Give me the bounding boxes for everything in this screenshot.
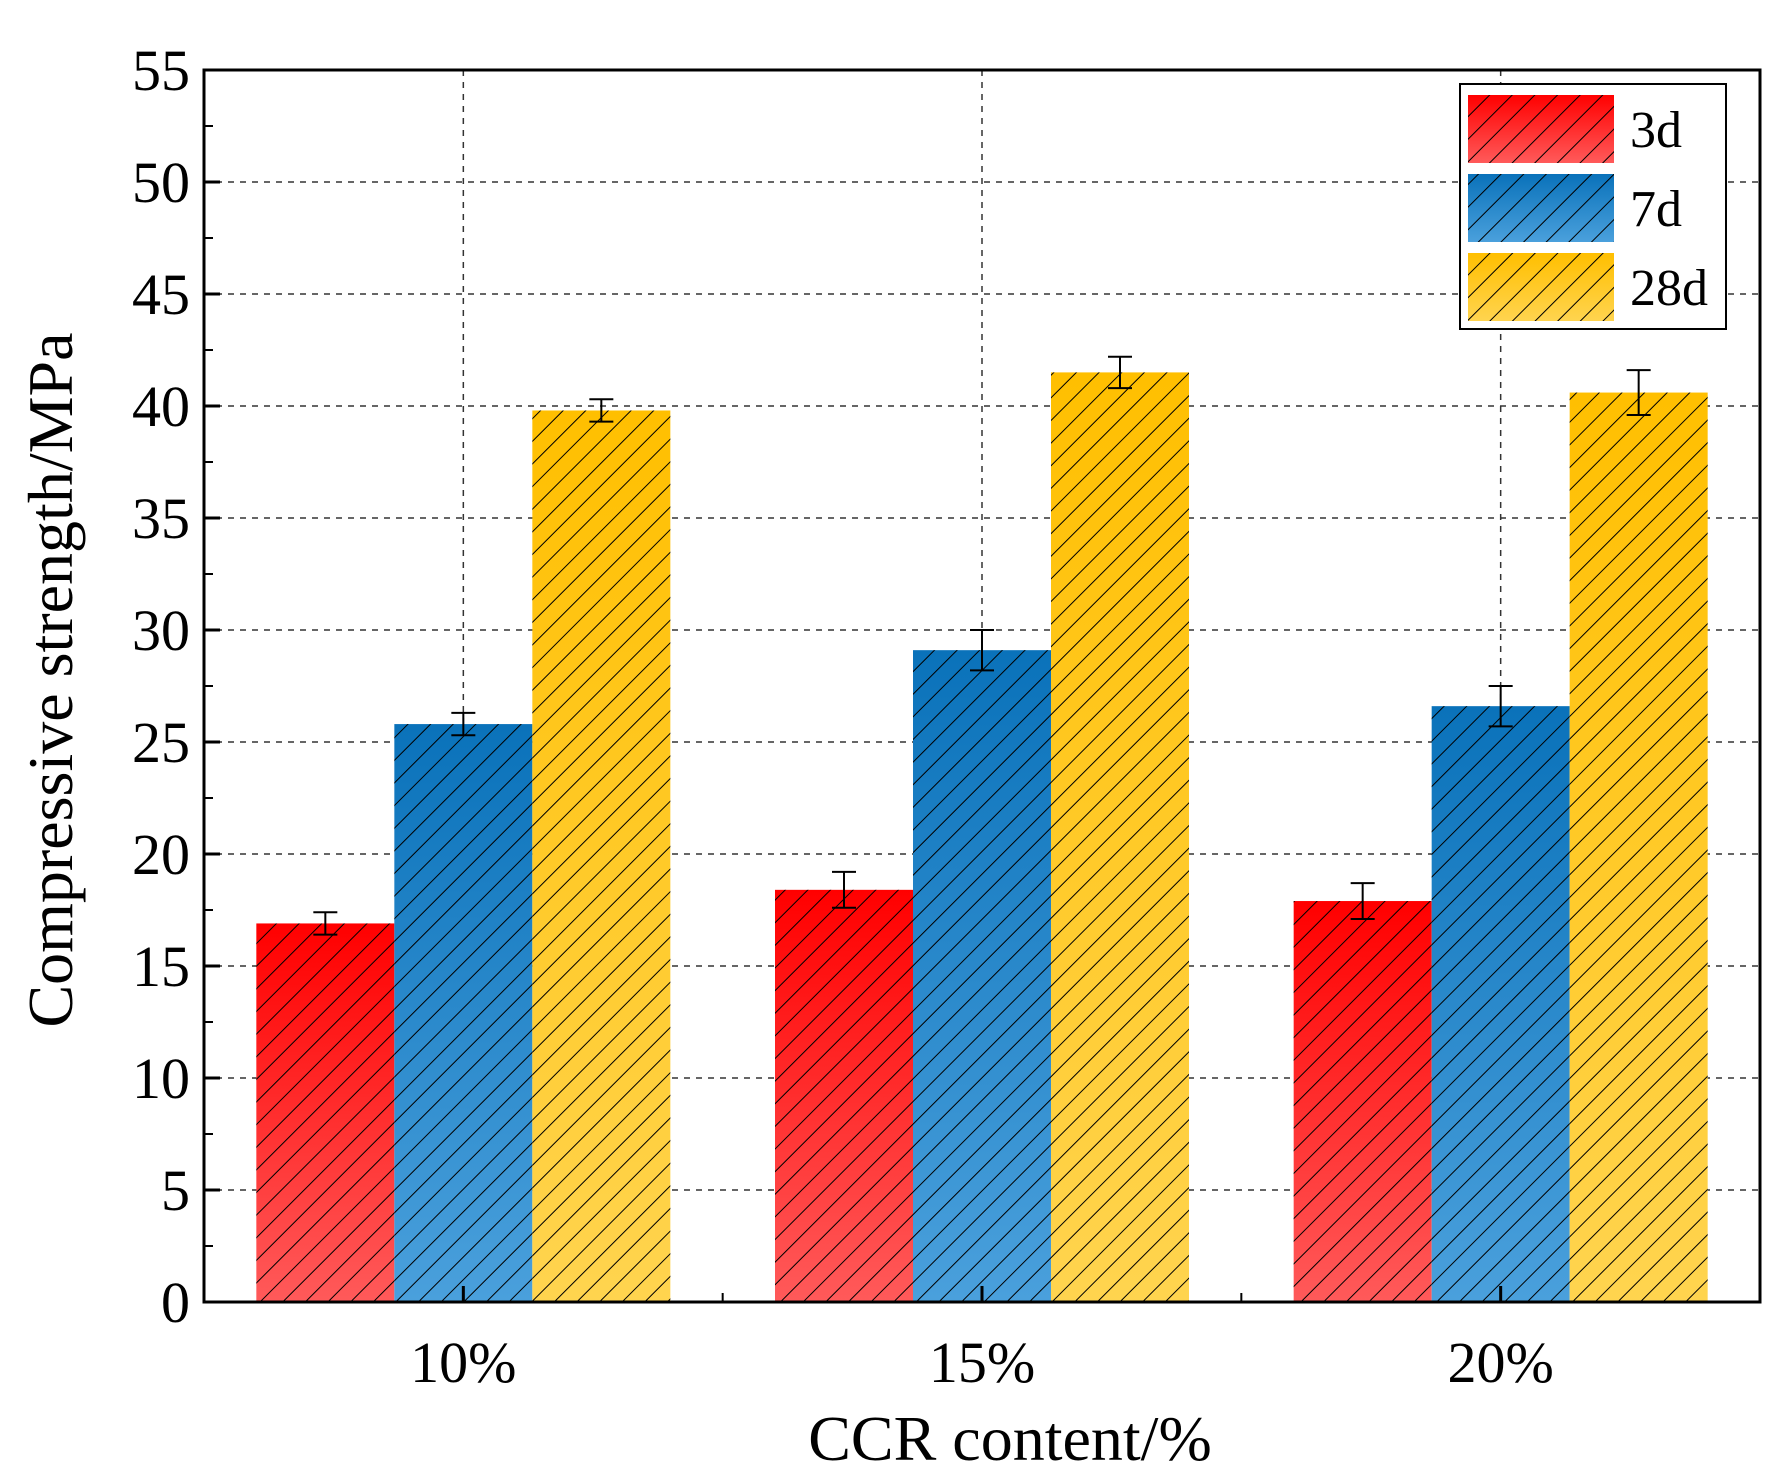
legend-swatch-hatch bbox=[1468, 174, 1614, 242]
y-tick-label: 45 bbox=[132, 262, 190, 327]
y-axis-title: Compressive strength/MPa bbox=[15, 332, 86, 1027]
bar-hatch-7d-10% bbox=[394, 724, 533, 1302]
y-tick-label: 40 bbox=[132, 374, 190, 439]
legend-swatch-hatch bbox=[1468, 253, 1614, 321]
y-tick-label: 55 bbox=[132, 38, 190, 103]
bar-hatch-28d-20% bbox=[1569, 392, 1708, 1302]
y-tick-label: 30 bbox=[132, 598, 190, 663]
x-axis-title: CCR content/% bbox=[808, 1403, 1212, 1474]
axes: 0 5 10 15 20 25 30 35 40 45 50 55 10% 15% 20% bbox=[132, 38, 1762, 1395]
bar-hatch-7d-15% bbox=[913, 650, 1051, 1302]
y-tick-label: 5 bbox=[161, 1158, 190, 1223]
y-tick-label: 25 bbox=[132, 710, 190, 775]
y-tick-label: 10 bbox=[132, 1046, 190, 1111]
bar-hatch-28d-15% bbox=[1051, 372, 1189, 1302]
bars bbox=[256, 372, 1708, 1303]
bar-hatch-3d-15% bbox=[775, 889, 913, 1302]
legend-label-28d: 28d bbox=[1630, 260, 1708, 317]
legend-label-7d: 7d bbox=[1630, 181, 1682, 238]
bar-hatch-3d-10% bbox=[256, 923, 395, 1302]
bar-hatch-28d-10% bbox=[532, 410, 671, 1303]
y-tick-label: 20 bbox=[132, 822, 190, 887]
error-bars bbox=[313, 355, 1651, 936]
bar-hatch-3d-20% bbox=[1293, 901, 1432, 1302]
y-tick-label: 0 bbox=[161, 1270, 190, 1335]
bar-hatch-7d-20% bbox=[1431, 706, 1570, 1302]
y-tick-label: 35 bbox=[132, 486, 190, 551]
x-tick-label: 15% bbox=[929, 1330, 1035, 1395]
legend-swatch-hatch bbox=[1468, 95, 1614, 163]
y-tick-label: 50 bbox=[132, 150, 190, 215]
x-tick-label: 20% bbox=[1448, 1330, 1554, 1395]
legend: 3d 7d 28d bbox=[1459, 83, 1727, 330]
legend-label-3d: 3d bbox=[1630, 102, 1682, 159]
x-tick-label: 10% bbox=[410, 1330, 516, 1395]
y-tick-label: 15 bbox=[132, 934, 190, 999]
